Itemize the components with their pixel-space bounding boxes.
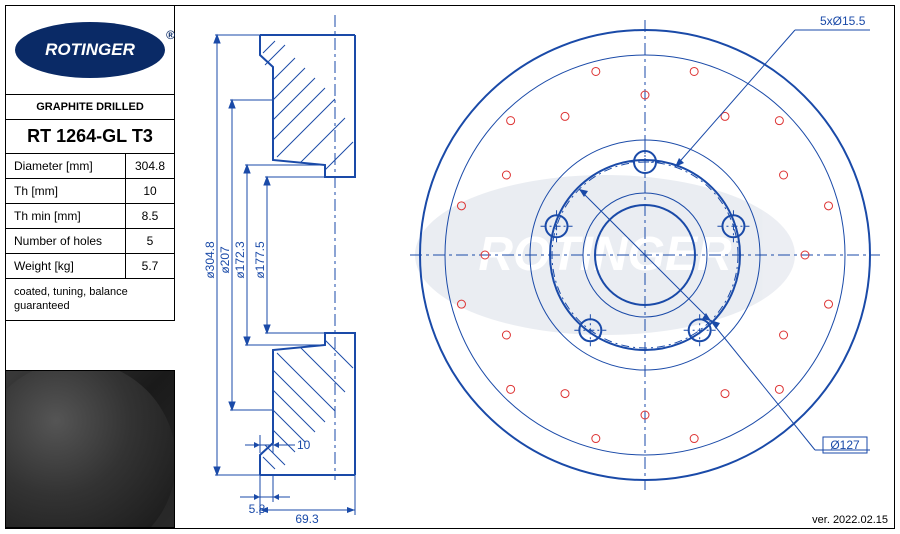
svg-text:ROTINGER: ROTINGER [478, 228, 732, 281]
dim-172: ø172.3 [233, 241, 247, 279]
spec-value: 8.5 [126, 204, 174, 228]
spec-value: 10 [126, 179, 174, 203]
subtitle: GRAPHITE DRILLED [6, 95, 174, 119]
technical-drawing: ROTINGER [175, 5, 895, 529]
brand-logo: ROTINGER [15, 22, 165, 78]
spec-label: Th min [mm] [6, 204, 126, 228]
spec-label: Number of holes [6, 229, 126, 253]
spec-table: GRAPHITE DRILLED RT 1264-GL T3 Diameter … [5, 95, 175, 321]
spec-label: Th [mm] [6, 179, 126, 203]
product-photo [5, 370, 175, 528]
dim-outer: ø304.8 [203, 241, 217, 279]
dim-177: ø177.5 [253, 241, 267, 279]
part-number: RT 1264-GL T3 [6, 120, 174, 153]
callout-pcd: Ø127 [830, 438, 860, 452]
footer-note: coated, tuning, balance guaranteed [6, 279, 174, 320]
spec-value: 304.8 [126, 154, 174, 178]
spec-value: 5.7 [126, 254, 174, 278]
dim-693: 69.3 [295, 512, 319, 526]
callout-bolt: 5xØ15.5 [820, 14, 866, 28]
dim-th: 10 [297, 438, 311, 452]
spec-label: Diameter [mm] [6, 154, 126, 178]
spec-label: Weight [kg] [6, 254, 126, 278]
dim-207: ø207 [218, 246, 232, 274]
spec-value: 5 [126, 229, 174, 253]
brand-text: ROTINGER [45, 40, 135, 60]
logo-box: ROTINGER [5, 5, 175, 95]
